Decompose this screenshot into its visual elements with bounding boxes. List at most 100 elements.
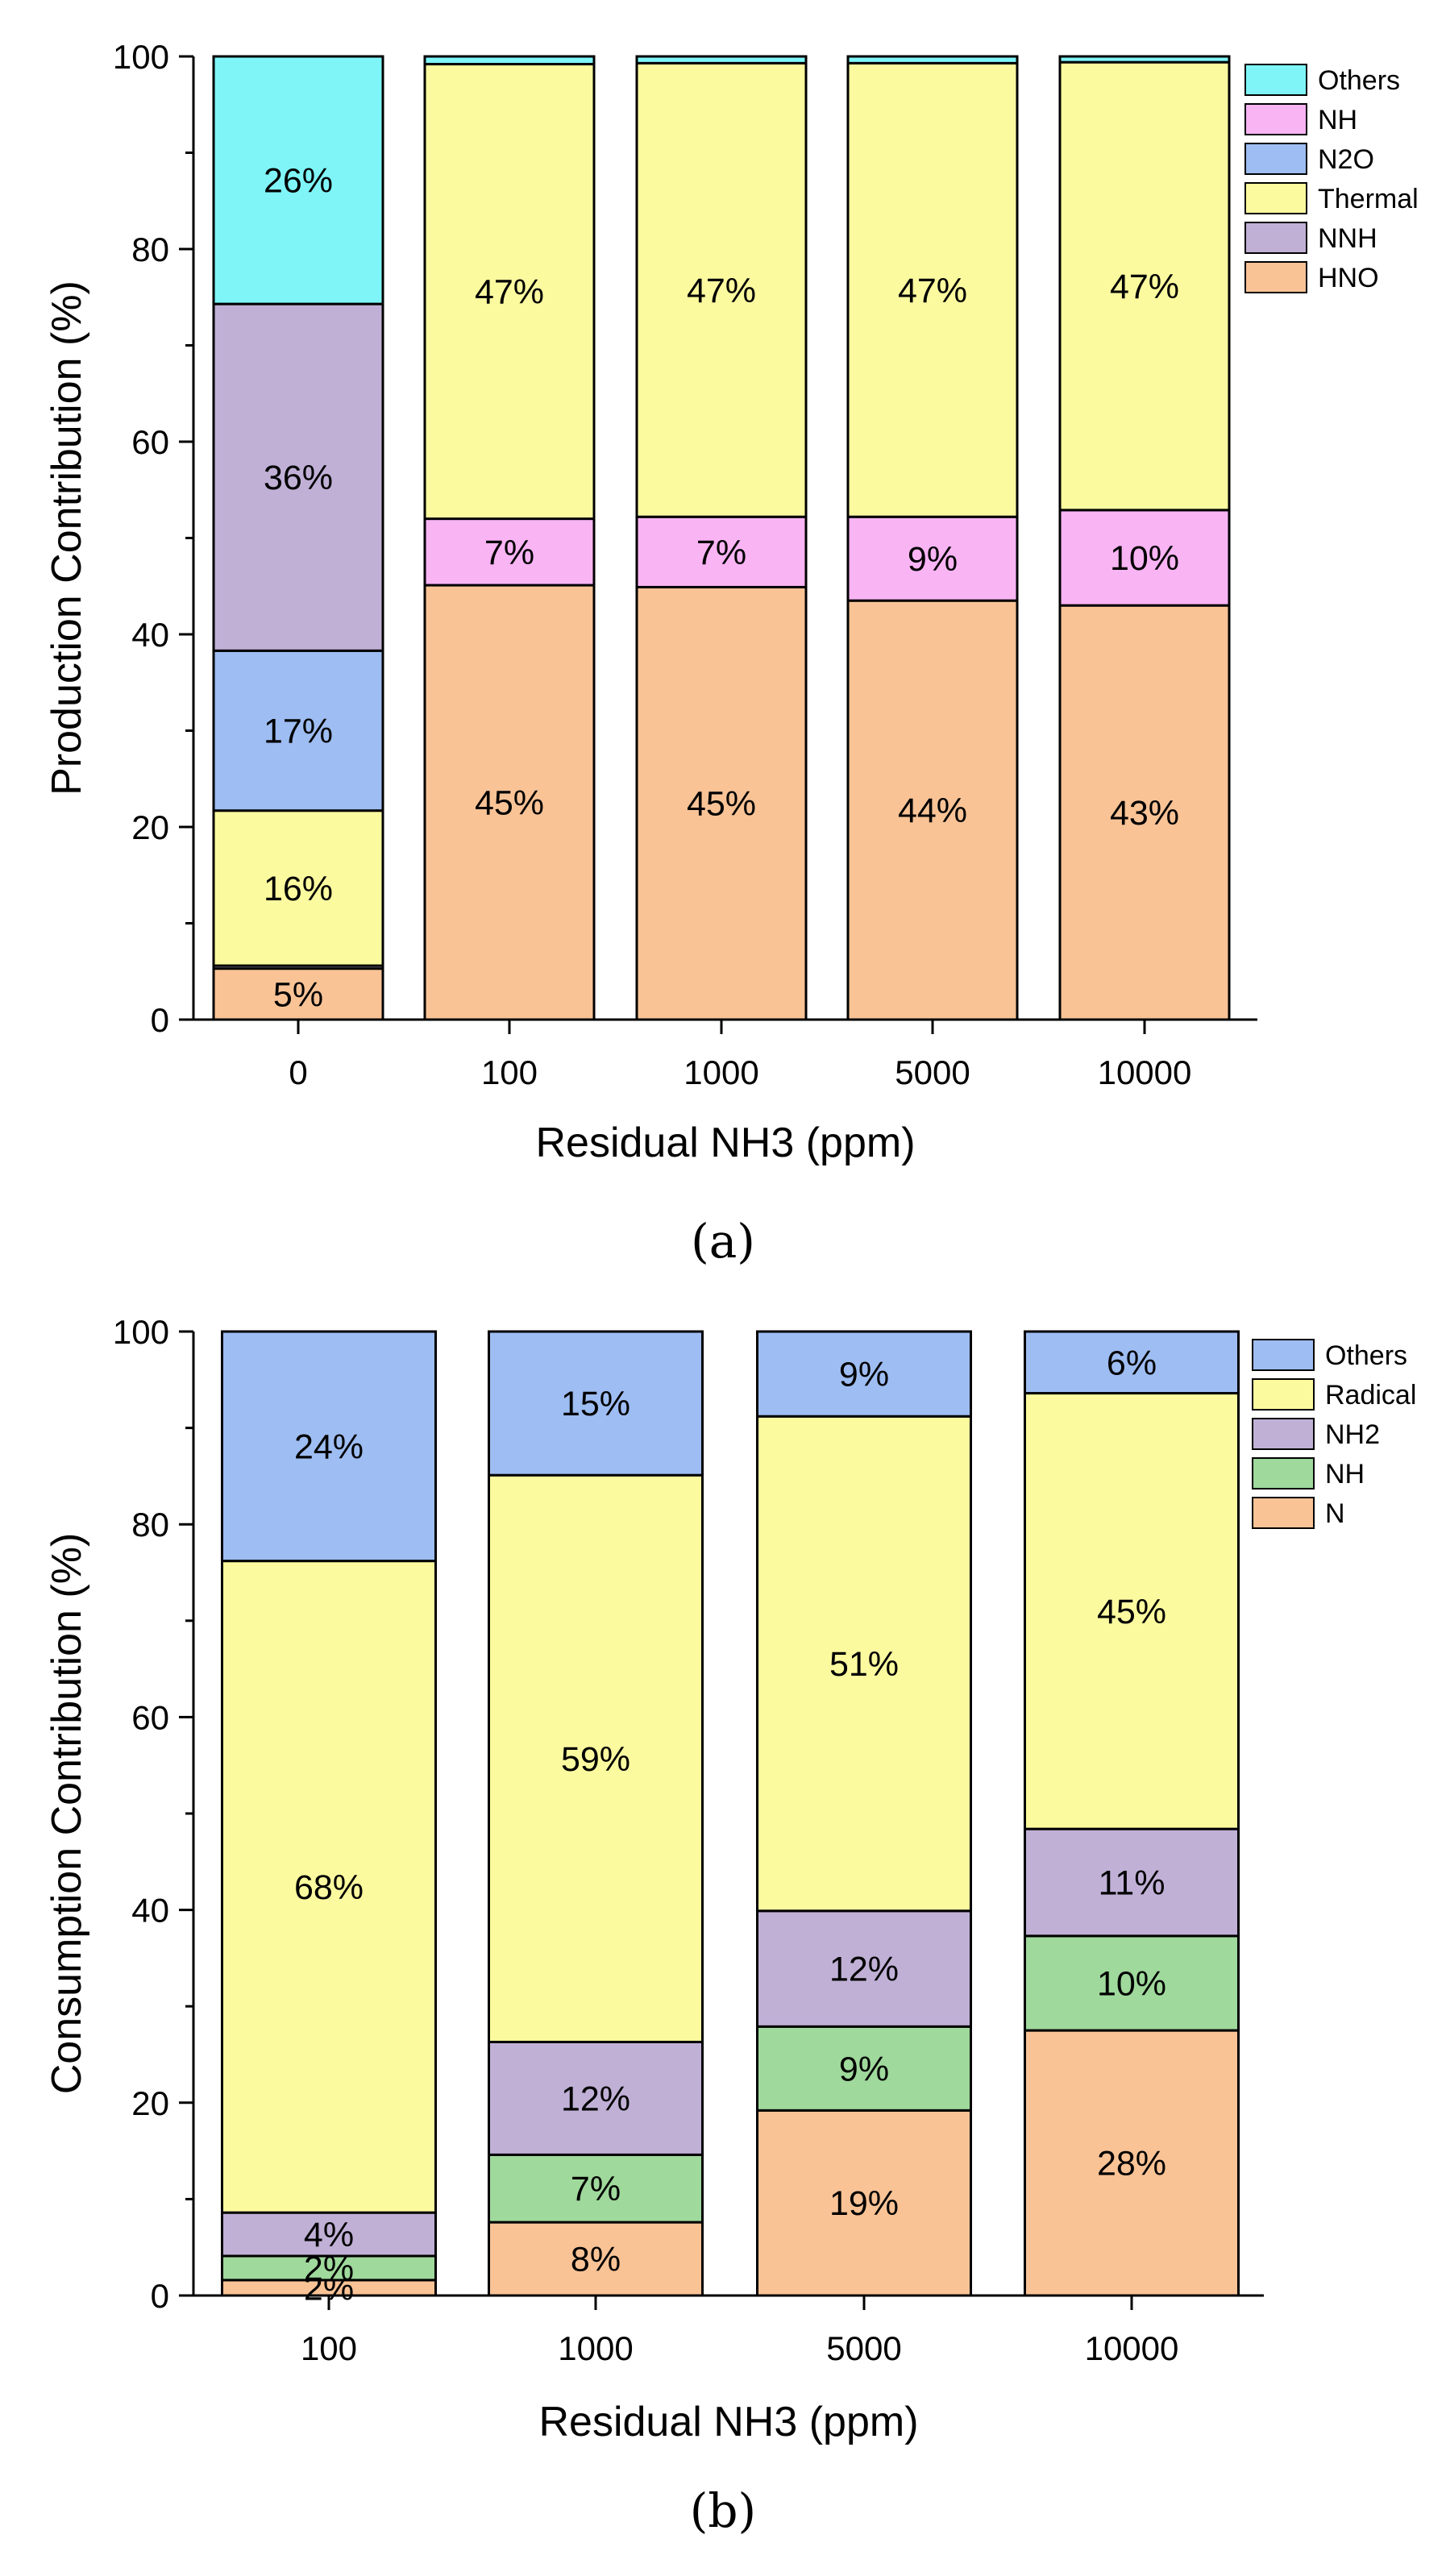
bar-segment-b-10000-nh: [1024, 1934, 1240, 2032]
y-axis-title: Production Contribution (%): [44, 280, 90, 796]
data-label: 15%: [561, 1385, 630, 1423]
bar-segment-a-5000-others: [846, 55, 1019, 64]
legend-label: Radical: [1325, 1380, 1416, 1411]
y-tick-label: 0: [151, 1001, 169, 1039]
data-label: 44%: [898, 791, 967, 830]
y-tick-label: 80: [131, 231, 169, 268]
legend-swatch-hno: [1244, 261, 1307, 293]
bar-segment-a-10000-hno: [1058, 604, 1231, 1021]
bar-segment-b-1000-others: [488, 1330, 704, 1477]
y-tick-label: 80: [131, 1506, 169, 1544]
data-label: 45%: [1097, 1593, 1166, 1631]
legend-swatch-nh: [1244, 103, 1307, 135]
legend-label: NH2: [1325, 1419, 1380, 1450]
bar-segment-a-1000-hno: [635, 585, 808, 1021]
bar-segment-b-10000-others: [1024, 1330, 1240, 1395]
legend-swatch-thermal: [1244, 182, 1307, 214]
bar-segment-b-1000-nh2: [488, 2040, 704, 2156]
legend-swatch-n: [1252, 1497, 1315, 1529]
y-tick-label: 60: [131, 1698, 169, 1736]
bar-segment-a-100-others: [423, 55, 596, 66]
bar-segment-a-100-hno: [423, 584, 596, 1021]
data-label: 45%: [687, 785, 756, 824]
x-tick-label: 1000: [558, 2329, 633, 2367]
data-label: 28%: [1097, 2145, 1166, 2183]
bar-segment-a-0-thermal: [212, 809, 384, 967]
data-label: 10%: [1097, 1964, 1166, 2003]
legend-label: Others: [1325, 1340, 1407, 1371]
data-label: 45%: [475, 784, 544, 823]
bar-segment-a-0-n2o: [212, 649, 384, 812]
legend-label: N2O: [1318, 144, 1374, 175]
x-tick-label: 5000: [826, 2329, 901, 2367]
legend-label: NH: [1325, 1459, 1365, 1490]
bar-segment-a-0-nnh: [212, 302, 384, 652]
data-label: 5%: [273, 975, 323, 1014]
legend-label: NNH: [1318, 223, 1377, 254]
bar-segment-b-5000-others: [756, 1330, 972, 1418]
legend-label: HNO: [1318, 263, 1379, 293]
data-label: 47%: [1110, 268, 1179, 306]
x-tick-label: 100: [301, 2329, 357, 2367]
x-tick-label: 10000: [1098, 1053, 1192, 1091]
bar-segment-a-5000-hno: [846, 599, 1019, 1021]
y-tick-label: 0: [151, 2277, 169, 2315]
x-axis-title: Residual NH3 (ppm): [538, 2399, 918, 2445]
bar-segment-b-1000-radical: [488, 1473, 704, 2043]
data-label: 7%: [484, 534, 534, 572]
bar-segment-b-100-radical: [221, 1560, 437, 2214]
y-tick-label: 40: [131, 616, 169, 654]
bar-segment-b-5000-radical: [756, 1415, 972, 1913]
data-label: 7%: [696, 534, 746, 572]
legend-label: N: [1325, 1498, 1345, 1529]
x-tick-label: 0: [289, 1053, 307, 1091]
legend-swatch-others: [1244, 64, 1307, 96]
data-label: 9%: [839, 2050, 889, 2088]
legend-swatch-others: [1252, 1339, 1315, 1371]
bar-segment-a-100-nh: [423, 517, 596, 587]
data-label: 9%: [908, 540, 958, 579]
data-label: 47%: [475, 273, 544, 312]
x-tick-label: 10000: [1085, 2329, 1179, 2367]
panel-label-b: (b): [690, 2483, 756, 2538]
bar-segment-b-100-nh2: [221, 2211, 437, 2258]
bar-segment-b-5000-nh2: [756, 1909, 972, 2028]
data-label: 11%: [1099, 1864, 1166, 1903]
bar-segment-a-10000-others: [1058, 55, 1231, 64]
data-label: 8%: [571, 2241, 621, 2279]
bar-segment-b-10000-n: [1024, 2029, 1240, 2297]
x-axis-title: Residual NH3 (ppm): [535, 1120, 915, 1166]
y-tick-label: 40: [131, 1892, 169, 1930]
bar-segment-a-1000-others: [635, 55, 808, 64]
panel-label-a: (a): [691, 1214, 755, 1269]
data-label: 19%: [829, 2184, 899, 2223]
data-label: 12%: [829, 1951, 899, 1989]
legend-label: Others: [1318, 65, 1400, 96]
bar-segment-a-10000-thermal: [1058, 60, 1231, 512]
data-label: 51%: [829, 1645, 899, 1684]
bar-segment-a-0-hno: [212, 967, 384, 1021]
data-label: 36%: [264, 459, 333, 497]
bar-segment-a-10000-nh: [1058, 509, 1231, 607]
legend-label: Thermal: [1318, 184, 1419, 214]
y-tick-label: 20: [131, 2084, 169, 2122]
bar-segment-a-1000-thermal: [635, 61, 808, 518]
bar-segment-a-5000-thermal: [846, 61, 1019, 518]
chart-a: 5% 16% 17% 36% 26% 45% 7% 47% 45% 7% 47% 44% 9% 47% 43…: [44, 38, 1419, 1166]
bar-segment-b-1000-nh: [488, 2153, 704, 2224]
bar-segment-b-5000-n: [756, 2109, 972, 2297]
y-tick-label: 20: [131, 808, 169, 846]
legend-swatch-n2o: [1244, 143, 1307, 175]
legend-label: NH: [1318, 105, 1357, 135]
data-label: 47%: [687, 272, 756, 310]
legend-swatch-radical: [1252, 1378, 1315, 1411]
data-label: 12%: [561, 2079, 630, 2118]
data-label: 26%: [264, 162, 333, 201]
data-label: 10%: [1110, 539, 1179, 578]
x-tick-label: 100: [481, 1053, 538, 1091]
data-label: 24%: [294, 1427, 364, 1466]
data-label: 16%: [264, 870, 333, 908]
data-label: 68%: [294, 1868, 364, 1907]
legend-swatch-nh2: [1252, 1418, 1315, 1450]
